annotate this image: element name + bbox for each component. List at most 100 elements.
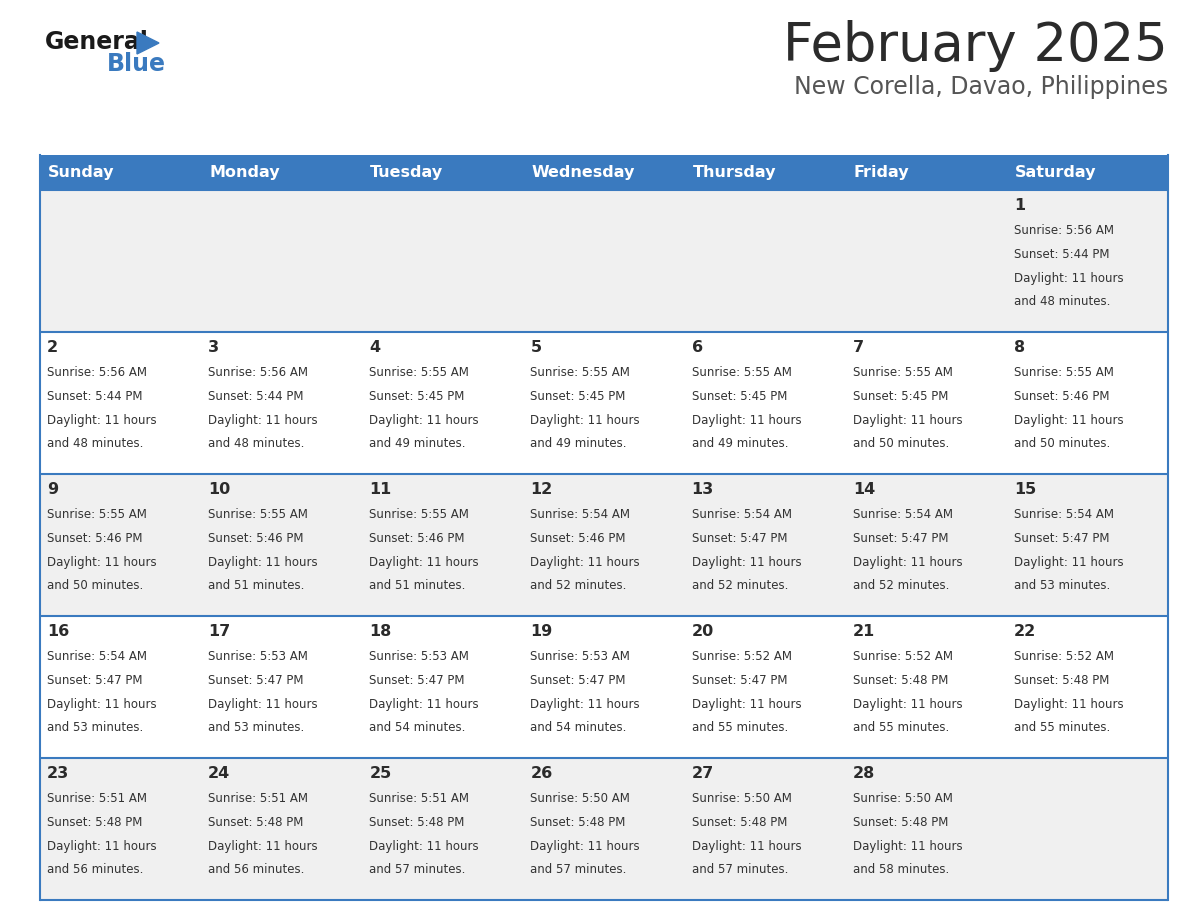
Text: and 54 minutes.: and 54 minutes.: [369, 722, 466, 734]
Bar: [40, 616, 1168, 758]
Text: 1: 1: [1013, 198, 1025, 213]
Bar: [524, 155, 684, 190]
Text: 26: 26: [530, 766, 552, 781]
Text: Daylight: 11 hours: Daylight: 11 hours: [691, 841, 801, 854]
Text: 8: 8: [1013, 340, 1025, 355]
Text: Daylight: 11 hours: Daylight: 11 hours: [853, 414, 962, 428]
Text: Sunrise: 5:53 AM: Sunrise: 5:53 AM: [530, 650, 631, 664]
Text: 12: 12: [530, 482, 552, 497]
Text: Daylight: 11 hours: Daylight: 11 hours: [1013, 556, 1124, 569]
Text: Sunrise: 5:55 AM: Sunrise: 5:55 AM: [369, 366, 469, 379]
Bar: [362, 155, 524, 190]
Text: Sunrise: 5:55 AM: Sunrise: 5:55 AM: [48, 509, 147, 521]
Bar: [40, 332, 1168, 474]
Text: Daylight: 11 hours: Daylight: 11 hours: [369, 699, 479, 711]
Text: Daylight: 11 hours: Daylight: 11 hours: [208, 414, 317, 428]
Text: 17: 17: [208, 624, 230, 639]
Text: and 57 minutes.: and 57 minutes.: [530, 863, 627, 877]
Text: Sunrise: 5:52 AM: Sunrise: 5:52 AM: [853, 650, 953, 664]
Text: Sunset: 5:45 PM: Sunset: 5:45 PM: [853, 390, 948, 403]
Text: Sunset: 5:46 PM: Sunset: 5:46 PM: [48, 532, 143, 545]
Text: Sunset: 5:45 PM: Sunset: 5:45 PM: [530, 390, 626, 403]
Text: Daylight: 11 hours: Daylight: 11 hours: [530, 841, 640, 854]
Text: Sunday: Sunday: [48, 165, 114, 180]
Text: and 55 minutes.: and 55 minutes.: [691, 722, 788, 734]
Text: Sunrise: 5:55 AM: Sunrise: 5:55 AM: [1013, 366, 1113, 379]
Text: February 2025: February 2025: [783, 20, 1168, 72]
Text: and 53 minutes.: and 53 minutes.: [1013, 579, 1110, 592]
Text: Daylight: 11 hours: Daylight: 11 hours: [208, 556, 317, 569]
Text: Daylight: 11 hours: Daylight: 11 hours: [369, 414, 479, 428]
Text: Monday: Monday: [209, 165, 279, 180]
Text: Sunrise: 5:55 AM: Sunrise: 5:55 AM: [208, 509, 308, 521]
Text: Sunset: 5:48 PM: Sunset: 5:48 PM: [48, 816, 143, 829]
Text: Sunset: 5:46 PM: Sunset: 5:46 PM: [530, 532, 626, 545]
Text: and 57 minutes.: and 57 minutes.: [369, 863, 466, 877]
Text: 13: 13: [691, 482, 714, 497]
Text: Sunset: 5:48 PM: Sunset: 5:48 PM: [853, 675, 948, 688]
Text: Sunrise: 5:55 AM: Sunrise: 5:55 AM: [530, 366, 631, 379]
Text: Sunrise: 5:54 AM: Sunrise: 5:54 AM: [853, 509, 953, 521]
Text: Sunrise: 5:51 AM: Sunrise: 5:51 AM: [369, 792, 469, 805]
Text: Sunrise: 5:52 AM: Sunrise: 5:52 AM: [691, 650, 791, 664]
Text: and 54 minutes.: and 54 minutes.: [530, 722, 627, 734]
Text: Daylight: 11 hours: Daylight: 11 hours: [1013, 699, 1124, 711]
Text: Sunrise: 5:54 AM: Sunrise: 5:54 AM: [530, 509, 631, 521]
Text: and 52 minutes.: and 52 minutes.: [691, 579, 788, 592]
Text: Tuesday: Tuesday: [371, 165, 443, 180]
Polygon shape: [137, 32, 159, 54]
Text: 4: 4: [369, 340, 380, 355]
Text: Daylight: 11 hours: Daylight: 11 hours: [1013, 414, 1124, 428]
Bar: [1007, 155, 1168, 190]
Text: Sunset: 5:47 PM: Sunset: 5:47 PM: [530, 675, 626, 688]
Text: Daylight: 11 hours: Daylight: 11 hours: [48, 414, 157, 428]
Text: Sunset: 5:47 PM: Sunset: 5:47 PM: [691, 675, 788, 688]
Text: Sunrise: 5:56 AM: Sunrise: 5:56 AM: [48, 366, 147, 379]
Text: 24: 24: [208, 766, 230, 781]
Text: Daylight: 11 hours: Daylight: 11 hours: [48, 699, 157, 711]
Text: Sunrise: 5:53 AM: Sunrise: 5:53 AM: [369, 650, 469, 664]
Text: and 56 minutes.: and 56 minutes.: [208, 863, 304, 877]
Text: and 49 minutes.: and 49 minutes.: [369, 437, 466, 451]
Text: and 48 minutes.: and 48 minutes.: [208, 437, 304, 451]
Text: Daylight: 11 hours: Daylight: 11 hours: [48, 556, 157, 569]
Text: 20: 20: [691, 624, 714, 639]
Text: and 51 minutes.: and 51 minutes.: [369, 579, 466, 592]
Text: Sunrise: 5:50 AM: Sunrise: 5:50 AM: [530, 792, 631, 805]
Text: 22: 22: [1013, 624, 1036, 639]
Text: Daylight: 11 hours: Daylight: 11 hours: [48, 841, 157, 854]
Text: Sunset: 5:48 PM: Sunset: 5:48 PM: [691, 816, 786, 829]
Text: Sunset: 5:48 PM: Sunset: 5:48 PM: [369, 816, 465, 829]
Bar: [846, 155, 1007, 190]
Bar: [201, 155, 362, 190]
Text: Daylight: 11 hours: Daylight: 11 hours: [853, 841, 962, 854]
Text: Sunrise: 5:55 AM: Sunrise: 5:55 AM: [691, 366, 791, 379]
Text: 5: 5: [530, 340, 542, 355]
Text: and 50 minutes.: and 50 minutes.: [1013, 437, 1110, 451]
Text: Sunrise: 5:54 AM: Sunrise: 5:54 AM: [691, 509, 791, 521]
Text: 27: 27: [691, 766, 714, 781]
Bar: [684, 155, 846, 190]
Text: Sunrise: 5:56 AM: Sunrise: 5:56 AM: [1013, 224, 1114, 238]
Text: and 58 minutes.: and 58 minutes.: [853, 863, 949, 877]
Bar: [40, 474, 1168, 616]
Text: Blue: Blue: [107, 52, 166, 76]
Text: Sunset: 5:48 PM: Sunset: 5:48 PM: [208, 816, 303, 829]
Text: Sunset: 5:45 PM: Sunset: 5:45 PM: [691, 390, 786, 403]
Text: 23: 23: [48, 766, 69, 781]
Text: 16: 16: [48, 624, 69, 639]
Text: Sunset: 5:44 PM: Sunset: 5:44 PM: [1013, 249, 1110, 262]
Text: and 55 minutes.: and 55 minutes.: [1013, 722, 1110, 734]
Text: and 57 minutes.: and 57 minutes.: [691, 863, 788, 877]
Text: 28: 28: [853, 766, 876, 781]
Text: and 49 minutes.: and 49 minutes.: [691, 437, 788, 451]
Text: Sunrise: 5:54 AM: Sunrise: 5:54 AM: [1013, 509, 1114, 521]
Text: Daylight: 11 hours: Daylight: 11 hours: [369, 841, 479, 854]
Text: Sunrise: 5:50 AM: Sunrise: 5:50 AM: [691, 792, 791, 805]
Bar: [40, 758, 1168, 900]
Text: 18: 18: [369, 624, 392, 639]
Text: and 50 minutes.: and 50 minutes.: [48, 579, 144, 592]
Text: and 52 minutes.: and 52 minutes.: [853, 579, 949, 592]
Text: Sunset: 5:46 PM: Sunset: 5:46 PM: [1013, 390, 1110, 403]
Text: Sunset: 5:44 PM: Sunset: 5:44 PM: [48, 390, 143, 403]
